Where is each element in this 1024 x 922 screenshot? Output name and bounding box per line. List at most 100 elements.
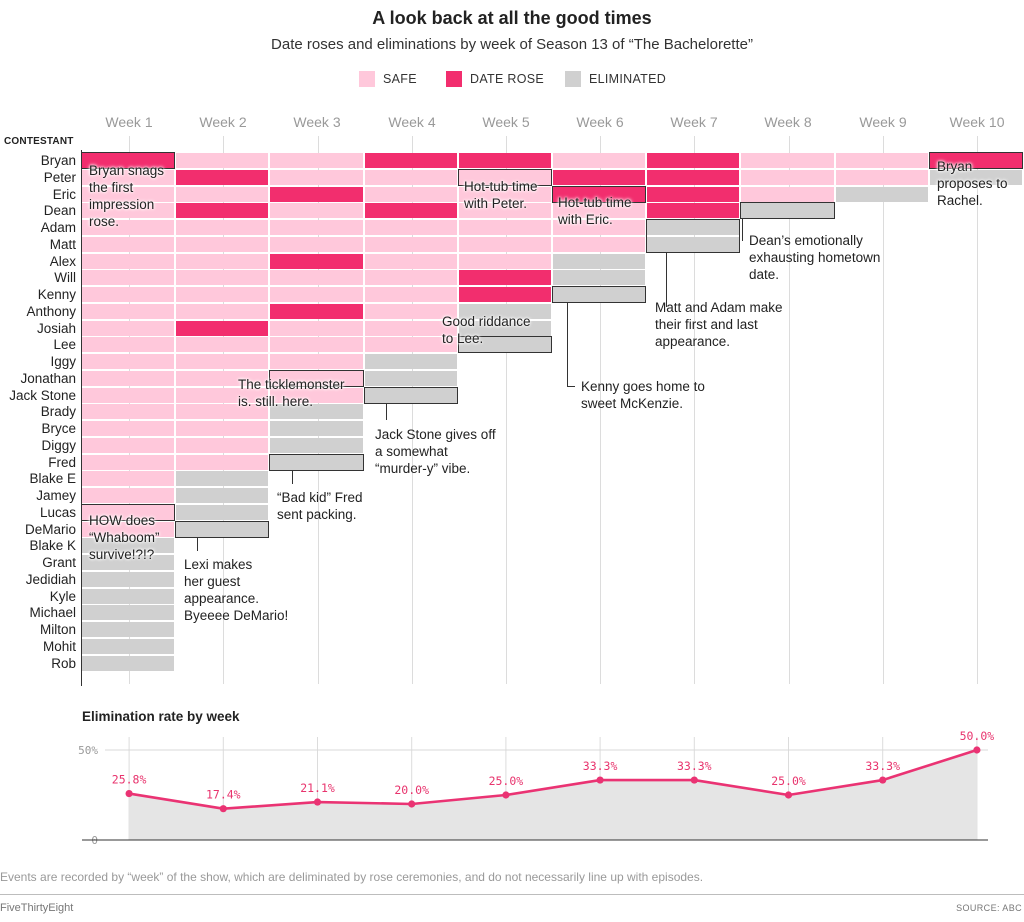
cell-anthony-week-4-safe bbox=[365, 304, 457, 319]
annotation-bryan-proposes: Bryan proposes to Rachel. bbox=[937, 159, 1008, 208]
rate-point-week-5 bbox=[502, 791, 510, 799]
highlight-box-hot-tub-eric bbox=[552, 186, 646, 203]
cell-lucas-week-2-eliminated bbox=[176, 505, 268, 520]
week-label-2: Week 2 bbox=[199, 114, 247, 130]
cell-jonathan-week-3-safe bbox=[270, 371, 363, 386]
cell-josiah-week-1-safe bbox=[82, 321, 174, 336]
annotation-matt-adam: Matt and Adam make their first and last … bbox=[655, 300, 783, 349]
week-label-3: Week 3 bbox=[293, 114, 341, 130]
week-gridline bbox=[600, 136, 601, 684]
cell-alex-week-5-safe bbox=[459, 254, 551, 269]
cell-josiah-week-5-eliminated bbox=[459, 321, 551, 336]
cell-lee-week-5-eliminated bbox=[459, 337, 551, 352]
week-label-7: Week 7 bbox=[670, 114, 718, 130]
highlight-box-matt-adam bbox=[646, 219, 740, 253]
cell-kyle-week-1-eliminated bbox=[82, 589, 174, 604]
cell-fred-week-3-eliminated bbox=[270, 455, 363, 470]
cell-dean-week-6-safe bbox=[553, 203, 645, 218]
week-label-9: Week 9 bbox=[859, 114, 907, 130]
cell-will-week-6-eliminated bbox=[553, 270, 645, 285]
week-gridline bbox=[883, 136, 884, 684]
legend-swatch-safe bbox=[359, 71, 375, 87]
contestant-name: Blake E bbox=[29, 471, 76, 486]
legend-swatch-date-rose bbox=[446, 71, 462, 87]
cell-mohit-week-1-eliminated bbox=[82, 639, 174, 654]
highlight-box-bryan-first-rose bbox=[81, 152, 175, 169]
highlight-box-ticklemonster bbox=[269, 370, 364, 387]
rate-point-week-8 bbox=[784, 791, 793, 799]
footnote: Events are recorded by “week” of the sho… bbox=[0, 870, 704, 884]
cell-iggy-week-2-safe bbox=[176, 354, 268, 369]
contestant-name: Josiah bbox=[36, 321, 76, 336]
contestant-name: Will bbox=[54, 270, 76, 285]
annotation-ticklemonster: The ticklemonster is. still. here. bbox=[238, 377, 345, 409]
week-label-6: Week 6 bbox=[576, 114, 624, 130]
rate-point-week-6 bbox=[596, 776, 604, 784]
highlight-box-hot-tub-peter bbox=[458, 169, 552, 186]
cell-eric-week-7-date-rose bbox=[647, 187, 739, 202]
week-gridline bbox=[694, 136, 695, 684]
cell-kenny-week-5-date-rose bbox=[459, 287, 551, 302]
cell-matt-week-2-safe bbox=[176, 237, 268, 252]
cell-fred-week-2-safe bbox=[176, 455, 268, 470]
cell-adam-week-4-safe bbox=[365, 220, 457, 235]
cell-kenny-week-6-eliminated bbox=[553, 287, 645, 302]
cell-bryan-week-2-safe bbox=[176, 153, 268, 168]
cell-dean-week-4-date-rose bbox=[365, 203, 457, 218]
cell-brady-week-2-safe bbox=[176, 404, 268, 419]
rate-value-label-week-3: 21.1% bbox=[300, 781, 335, 795]
rate-value-label-week-10: 50.0% bbox=[960, 729, 995, 743]
contestant-name: Jedidiah bbox=[25, 572, 76, 587]
contestant-column-header: CONTESTANT bbox=[4, 136, 74, 147]
cell-adam-week-2-safe bbox=[176, 220, 268, 235]
annotation-kenny-home: Kenny goes home to sweet McKenzie. bbox=[581, 379, 705, 411]
leader-kenny-home-h bbox=[567, 386, 575, 387]
week-label-10: Week 10 bbox=[949, 114, 1005, 130]
cell-josiah-week-2-date-rose bbox=[176, 321, 268, 336]
contestant-name: Milton bbox=[39, 622, 76, 637]
cell-kenny-week-1-safe bbox=[82, 287, 174, 302]
highlight-box-kenny-home bbox=[552, 286, 646, 303]
cell-iggy-week-1-safe bbox=[82, 354, 174, 369]
cell-jonathan-week-4-eliminated bbox=[365, 371, 457, 386]
contestant-name: Anthony bbox=[26, 304, 76, 319]
week-label-4: Week 4 bbox=[388, 114, 436, 130]
cell-brady-week-3-eliminated bbox=[270, 404, 363, 419]
cell-adam-week-3-safe bbox=[270, 220, 363, 235]
cell-jack-stone-week-1-safe bbox=[82, 388, 174, 403]
contestant-name: Jonathan bbox=[20, 371, 76, 386]
highlight-box-lee-riddance bbox=[458, 336, 552, 353]
cell-dean-week-5-safe bbox=[459, 203, 551, 218]
cell-bryan-week-7-date-rose bbox=[647, 153, 739, 168]
cell-jack-stone-week-2-safe bbox=[176, 388, 268, 403]
contestant-name: Iggy bbox=[50, 354, 76, 369]
cell-alex-week-2-safe bbox=[176, 254, 268, 269]
cell-demario-week-1-safe bbox=[82, 522, 174, 537]
cell-josiah-week-3-safe bbox=[270, 321, 363, 336]
contestant-name: DeMario bbox=[24, 522, 76, 537]
rate-point-week-1 bbox=[125, 789, 133, 798]
cell-bryan-week-4-date-rose bbox=[365, 153, 457, 168]
footer-brand: FiveThirtyEight bbox=[0, 902, 74, 914]
cell-rob-week-1-eliminated bbox=[82, 656, 174, 671]
rate-value-label-week-1: 25.8% bbox=[112, 773, 147, 787]
week-gridline bbox=[506, 136, 507, 684]
contestant-name: Adam bbox=[40, 220, 76, 235]
elimination-rate-chart: 050%25.8%17.4%21.1%20.0%25.0%33.3%33.3%2… bbox=[78, 729, 995, 847]
cell-dean-week-8-eliminated bbox=[741, 203, 834, 218]
rate-point-week-2 bbox=[219, 805, 227, 813]
contestant-name: Brady bbox=[40, 404, 76, 419]
week-label-1: Week 1 bbox=[105, 114, 153, 130]
legend-swatch-eliminated bbox=[565, 71, 581, 87]
rate-point-week-4 bbox=[408, 800, 416, 808]
cell-alex-week-6-eliminated bbox=[553, 254, 645, 269]
leader-jack-stone bbox=[386, 404, 387, 420]
highlight-box-jack-stone bbox=[364, 387, 458, 404]
cell-anthony-week-5-eliminated bbox=[459, 304, 551, 319]
rate-value-label-week-5: 25.0% bbox=[489, 774, 524, 788]
cell-jack-stone-week-3-safe bbox=[270, 388, 363, 403]
cell-fred-week-1-safe bbox=[82, 455, 174, 470]
cell-peter-week-9-safe bbox=[836, 170, 928, 185]
cell-iggy-week-3-safe bbox=[270, 354, 363, 369]
cell-peter-week-2-date-rose bbox=[176, 170, 268, 185]
